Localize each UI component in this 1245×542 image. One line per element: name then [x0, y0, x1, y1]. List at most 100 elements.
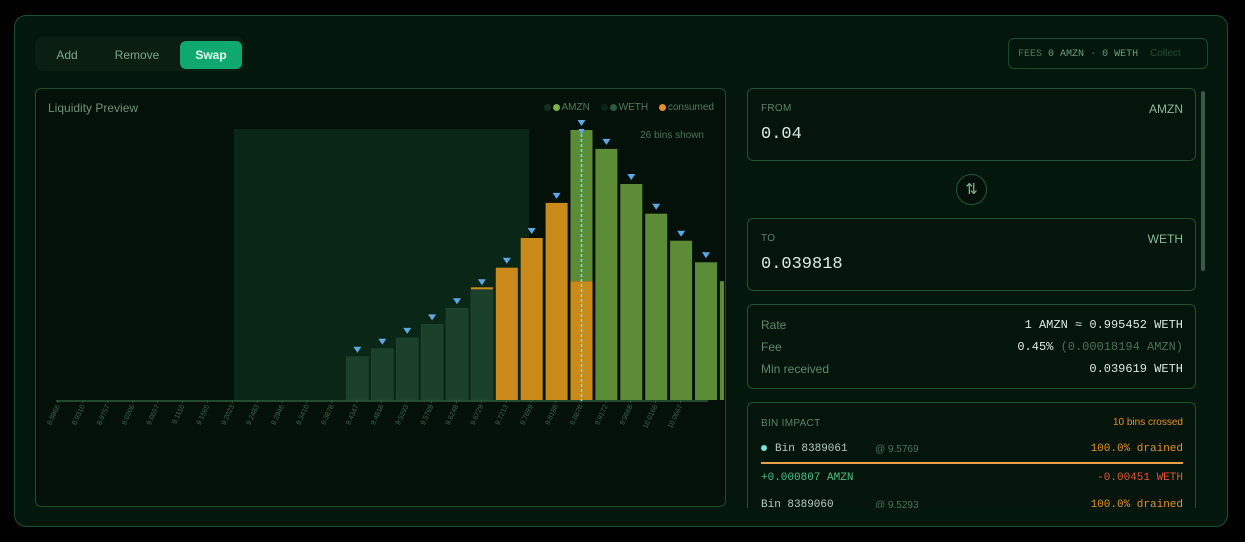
min-received-label: Min received [761, 362, 830, 376]
tab-swap[interactable]: Swap [180, 41, 242, 69]
fees-badge: FEES 0 AMZN · 0 WETH Collect [1008, 38, 1208, 69]
amzn-bar [695, 262, 717, 400]
to-card: TO WETH 0.039818 [747, 218, 1196, 291]
to-token[interactable]: WETH [1147, 232, 1183, 246]
chart-legend: AMZN WETH consumed [536, 102, 714, 113]
bin-drain-bar [761, 462, 1183, 464]
x-tick-label: 10.0667 [667, 404, 684, 430]
from-card[interactable]: FROM AMZN 0.04 [747, 88, 1196, 161]
min-received-value: 0.039619 WETH [1089, 362, 1183, 376]
fee-detail: (0.00018194 AMZN) [1060, 340, 1183, 354]
fee-row: Fee 0.45% (0.00018194 AMZN) [761, 340, 1183, 356]
x-tick-label: 9.9668 [619, 404, 634, 426]
swap-direction-button[interactable]: ⇅ [956, 174, 987, 205]
x-tick-label: 9.6729 [470, 404, 485, 426]
bin-delta-in: +0.000807 AMZN [761, 472, 854, 484]
x-tick-label: 9.5293 [395, 404, 410, 426]
bin-marker [577, 120, 586, 126]
amzn-bar [645, 213, 668, 400]
bin-marker [477, 279, 486, 286]
consumed-bar [495, 267, 518, 400]
fees-amzn: 0 AMZN [1048, 49, 1085, 60]
x-tick-label: 9.9172 [594, 404, 609, 426]
x-tick-label: 9.4818 [370, 404, 385, 426]
bin-marker [602, 138, 611, 145]
x-tick-label: 9.1565 [196, 404, 211, 426]
amzn-bar [620, 184, 643, 400]
x-tick-label: 9.3878 [320, 404, 335, 426]
bin-marker [403, 327, 412, 334]
weth-bar [420, 324, 444, 401]
bin-marker [527, 228, 536, 234]
from-token[interactable]: AMZN [1149, 102, 1183, 116]
collect-button[interactable]: Collect [1150, 48, 1181, 59]
bin-marker [502, 257, 511, 264]
x-tick-label: 9.7699 [520, 404, 535, 426]
weth-bar [445, 307, 469, 401]
bin-impact-title: BIN IMPACT [761, 418, 821, 429]
bin-marker [627, 174, 636, 180]
x-tick-label: 9.1110 [171, 404, 186, 426]
fee-label: Fee [761, 340, 782, 354]
bin-status: 100.0% drained [1090, 443, 1183, 455]
x-tick-label: 8.9757 [96, 404, 111, 426]
bin-marker [702, 252, 710, 259]
fee-value: 0.45% [1017, 340, 1054, 354]
active-price-marker [578, 129, 585, 135]
swap-vertical-icon: ⇅ [965, 181, 978, 198]
bin-price: @ 9.5293 [875, 500, 919, 508]
x-tick-label: 9.8188 [544, 404, 559, 426]
tab-add[interactable]: Add [56, 48, 78, 62]
x-tick-label: 9.7213 [495, 404, 510, 426]
bins-shown-label: 26 bins shown [640, 130, 704, 141]
x-tick-label: 9.3410 [295, 404, 310, 426]
rate-row: Rate 1 AMZN ≈ 0.995452 WETH [761, 318, 1183, 334]
bin-marker [552, 192, 561, 199]
tab-remove[interactable]: Remove [114, 48, 160, 62]
bin-name: Bin 8389060 [761, 499, 834, 508]
weth-bar [470, 289, 494, 401]
consumed-bar [470, 287, 493, 290]
legend-consumed: consumed [658, 102, 714, 113]
min-received-row: Min received 0.039619 WETH [761, 362, 1183, 378]
x-tick-label: 9.0206 [121, 404, 136, 426]
x-tick-label: 9.2023 [221, 404, 236, 426]
amzn-bar [670, 240, 693, 400]
liquidity-bar-chart: 26 bins shown 8.8866 8.9310 8.9757 9.0206 9.… [46, 120, 724, 430]
quote-card: Rate 1 AMZN ≈ 0.995452 WETH Fee 0.45% (0… [747, 304, 1196, 389]
bin-marker [652, 203, 661, 210]
rate-label: Rate [761, 318, 787, 332]
x-tick-label: 9.4347 [345, 404, 360, 426]
x-tick-label: 9.5769 [420, 404, 435, 426]
bin-name: Bin 8389061 [775, 443, 848, 455]
legend-weth: WETH [600, 102, 648, 113]
bin-marker [453, 298, 461, 305]
bin-status: 100.0% drained [1090, 499, 1183, 508]
scrollbar-thumb[interactable] [1201, 91, 1205, 271]
chart-title: Liquidity Preview [48, 101, 139, 115]
x-tick-label: 8.8866 [46, 404, 61, 426]
x-tick-label: 8.9310 [71, 404, 86, 426]
amzn-bar [595, 148, 618, 400]
weth-bar [371, 348, 394, 401]
weth-bar [395, 337, 419, 401]
to-label: TO [761, 233, 776, 244]
bins-crossed-count: 10 bins crossed [1112, 417, 1183, 428]
from-amount-input[interactable]: 0.04 [761, 125, 802, 144]
from-label: FROM [761, 103, 792, 114]
bin-delta-out: -0.00451 WETH [1097, 472, 1183, 484]
weth-bar [346, 356, 369, 401]
amzn-bar [719, 281, 724, 400]
x-tick-label: 9.0657 [146, 404, 161, 426]
x-tick-label: 10.0166 [642, 404, 659, 430]
x-tick-label: 9.6248 [445, 404, 460, 426]
bin-price: @ 9.5769 [875, 444, 919, 455]
consumed-bar [520, 238, 543, 400]
fees-separator: · [1090, 49, 1097, 60]
bin-marker [677, 230, 686, 237]
x-tick-label: 9.2946 [271, 404, 286, 426]
consumed-bar [545, 202, 568, 400]
fee-value-group: 0.45% (0.00018194 AMZN) [1017, 340, 1183, 354]
active-bin-dot [761, 445, 767, 451]
fees-weth: 0 WETH [1102, 49, 1139, 60]
